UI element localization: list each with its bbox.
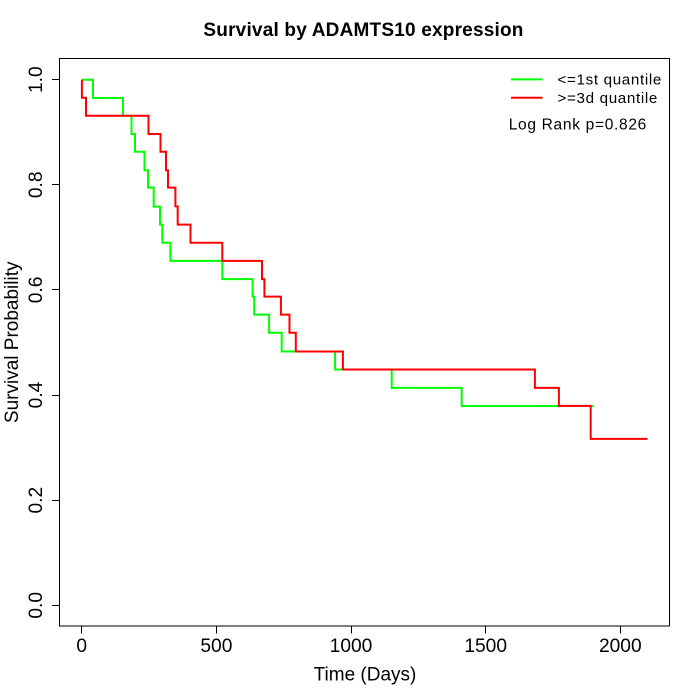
svg-text:0.2: 0.2 [26,487,47,514]
svg-text:0.6: 0.6 [26,277,47,304]
svg-text:Survival by ADAMTS10 expressio: Survival by ADAMTS10 expression [203,20,523,41]
svg-text:0.8: 0.8 [26,171,47,198]
svg-text:0.4: 0.4 [26,381,47,408]
svg-text:1.0: 1.0 [26,66,47,93]
svg-text:500: 500 [200,636,232,657]
svg-text:Survival Probability: Survival Probability [2,261,23,423]
svg-text:>=3d quantile: >=3d quantile [558,90,659,107]
svg-text:0.0: 0.0 [26,592,47,619]
svg-text:Log Rank p=0.826: Log Rank p=0.826 [509,117,647,134]
svg-text:1000: 1000 [330,636,373,657]
svg-text:0: 0 [76,636,87,657]
svg-text:2000: 2000 [599,636,642,657]
svg-text:<=1st quantile: <=1st quantile [558,71,663,88]
svg-text:1500: 1500 [464,636,507,657]
svg-text:Time (Days): Time (Days) [314,665,417,686]
